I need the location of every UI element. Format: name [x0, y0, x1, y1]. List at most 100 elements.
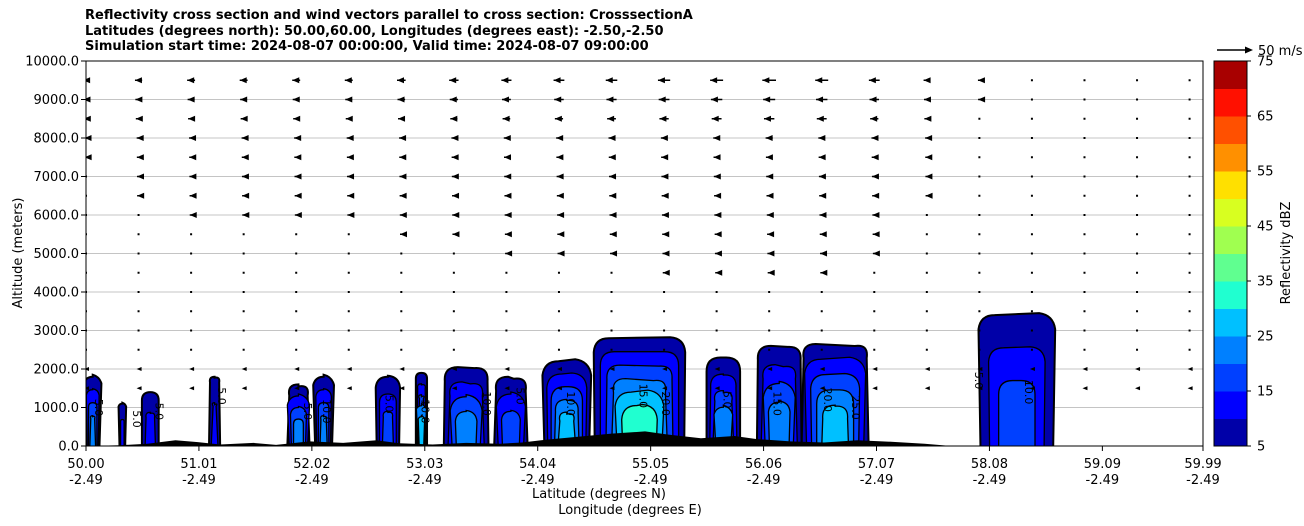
wind-vector [714, 386, 720, 391]
wind-vector [818, 154, 826, 161]
x-tick-lon-5: -2.49 [634, 473, 668, 488]
wind-vector-head [240, 96, 248, 103]
reflectivity-cells [86, 312, 1057, 446]
wind-vector-dot [768, 310, 771, 313]
wind-vector [451, 154, 459, 161]
cell-8-level-3 [454, 409, 478, 446]
wind-vector-head [241, 173, 249, 180]
wind-vector [241, 135, 249, 141]
wind-vector-head [451, 135, 459, 141]
wind-vector [816, 96, 828, 103]
wind-vector-dot [1083, 310, 1086, 313]
wind-vector-head [239, 77, 247, 84]
wind-vector-dot [347, 252, 350, 255]
wind-vector-dot [190, 252, 193, 255]
wind-vector-dot [820, 291, 823, 293]
wind-vector [925, 291, 928, 293]
wind-vector-dot [190, 291, 193, 293]
wind-vector [452, 310, 455, 313]
wind-vector [925, 310, 928, 313]
wind-vector-head [815, 77, 823, 84]
wind-vector-head [501, 96, 509, 103]
contour-label-10: 10.0 [564, 391, 577, 416]
wind-vector-dot [663, 291, 666, 293]
wind-vector [242, 212, 250, 218]
wind-vector [556, 173, 564, 180]
wind-vector-dot [242, 252, 245, 255]
wind-vector [765, 135, 773, 141]
wind-vector [504, 154, 512, 161]
wind-vector [923, 77, 931, 84]
wind-vector-head [189, 367, 195, 371]
wind-vector-head [1135, 367, 1141, 371]
wind-vector-head [609, 192, 617, 199]
wind-vector [766, 212, 774, 218]
wind-vector-dot [925, 291, 928, 293]
cell-6-level-2 [381, 410, 395, 446]
wind-vector-dot [295, 271, 298, 274]
wind-vector-head [397, 96, 405, 103]
wind-vector-head [86, 386, 89, 391]
wind-vector [925, 192, 933, 199]
wind-vector-dot [400, 271, 403, 274]
wind-vector-dot [1188, 291, 1191, 293]
wind-vector-head [241, 154, 249, 161]
wind-vector [137, 214, 140, 216]
wind-vector-head [452, 231, 460, 238]
wind-vector [134, 77, 143, 84]
wind-vector [869, 96, 880, 103]
wind-vector-dot [1136, 233, 1139, 236]
wind-vector-head [767, 269, 775, 276]
wind-vector-head [449, 96, 457, 103]
wind-vector-dot [1030, 214, 1033, 216]
wind-vector-dot [925, 348, 928, 351]
wind-vector-dot [1188, 233, 1191, 236]
wind-vector-dot [1136, 291, 1139, 293]
wind-vector [504, 212, 512, 218]
wind-vector [610, 291, 613, 293]
wind-vector [137, 348, 140, 351]
wind-vector-head [819, 212, 827, 218]
wind-vector-head [451, 154, 459, 161]
wind-vector-head [554, 115, 562, 122]
wind-vector-dot [925, 214, 928, 216]
wind-vector [978, 252, 981, 255]
colorbar-tick-label-7: 75 [1257, 55, 1274, 70]
wind-vector [347, 192, 355, 199]
wind-vector [873, 329, 876, 332]
wind-vector-head [294, 367, 300, 371]
wind-vector-head [713, 135, 721, 141]
wind-vector [295, 252, 298, 255]
wind-vector-head [818, 135, 826, 141]
wind-vector-dot [242, 233, 245, 236]
y-tick-label-1: 1000.0 [34, 401, 80, 416]
wind-vector [820, 250, 828, 257]
x-tick-lat-0: 50.00 [67, 457, 104, 472]
wind-vector-head [762, 77, 770, 84]
wind-vector-dot [190, 271, 193, 274]
wind-vector-dot [1030, 252, 1033, 255]
wind-vector-dot [190, 329, 193, 332]
wind-vector [505, 271, 508, 274]
wind-vector [347, 348, 350, 351]
wind-vector-dot [1136, 252, 1139, 255]
y-tick-label-7: 7000.0 [34, 170, 80, 185]
wind-vector [1136, 233, 1139, 236]
wind-vector [556, 367, 562, 371]
wind-vector [925, 329, 928, 332]
wind-vector-dot [347, 348, 350, 351]
wind-vector-dot [242, 329, 245, 332]
colorbar-tick-label-0: 5 [1257, 440, 1265, 455]
wind-vector-head [871, 173, 879, 180]
contour-label-9: 5.0 [513, 387, 526, 405]
wind-vector-head [292, 96, 300, 103]
wind-vector [820, 329, 823, 332]
wind-vector [1135, 386, 1141, 391]
wind-vector-dot [873, 271, 876, 274]
wind-vector-head [557, 250, 565, 257]
wind-vector-head [605, 77, 613, 84]
wind-vector [1136, 175, 1139, 178]
wind-vector [978, 214, 981, 216]
wind-vector [660, 135, 668, 141]
